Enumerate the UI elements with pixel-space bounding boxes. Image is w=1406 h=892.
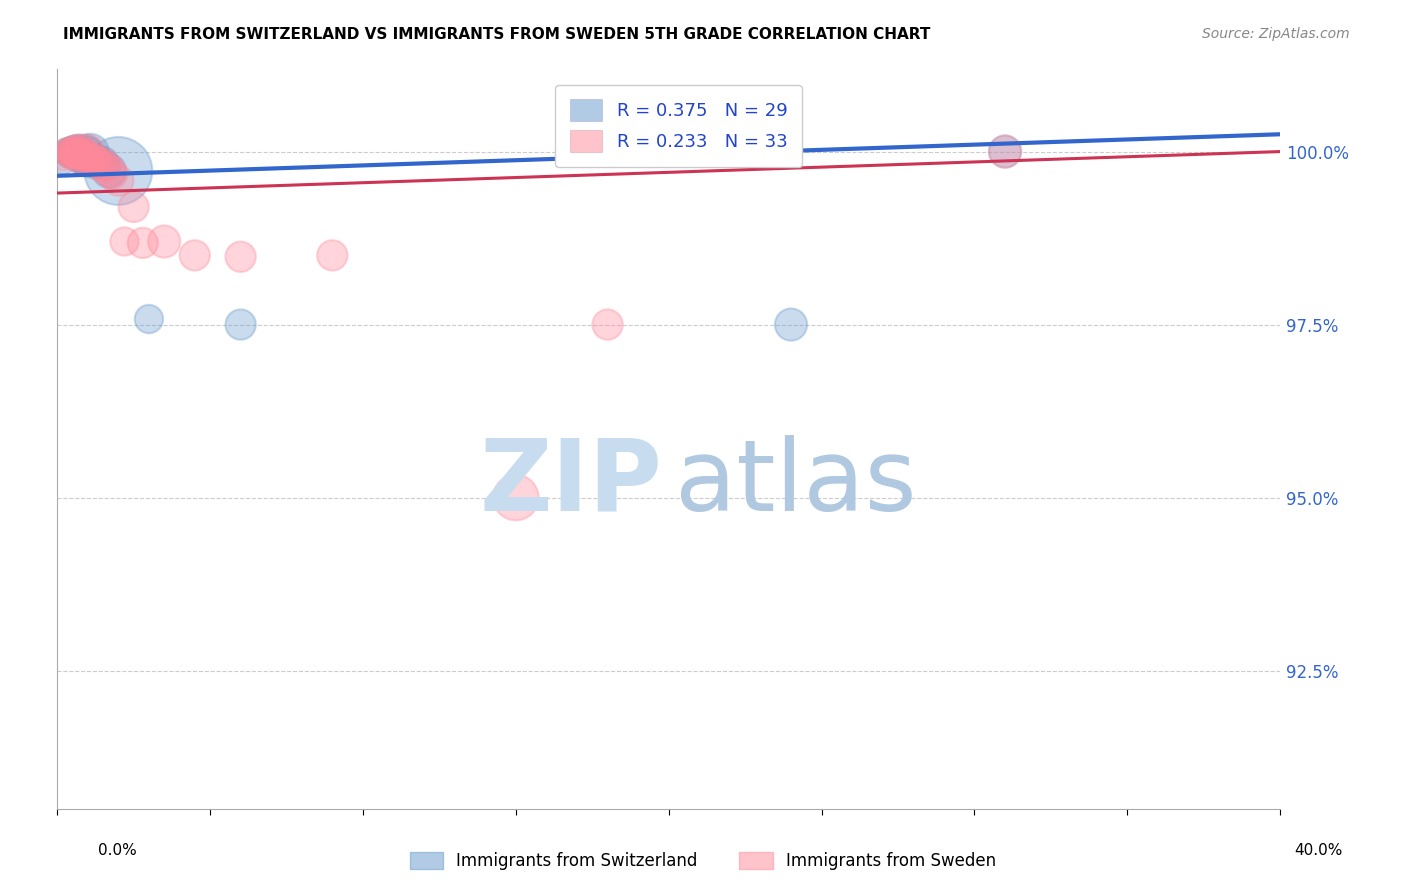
Point	[107, 174, 129, 188]
Point	[70, 145, 93, 160]
Point	[76, 145, 98, 160]
Point	[132, 235, 155, 250]
Point	[73, 148, 96, 162]
Point	[65, 145, 87, 159]
Point	[122, 200, 145, 214]
Point	[229, 318, 252, 332]
Point	[65, 145, 87, 159]
Point	[62, 145, 84, 159]
Point	[80, 153, 103, 167]
Text: IMMIGRANTS FROM SWITZERLAND VS IMMIGRANTS FROM SWEDEN 5TH GRADE CORRELATION CHAR: IMMIGRANTS FROM SWITZERLAND VS IMMIGRANT…	[63, 27, 931, 42]
Point	[67, 145, 90, 159]
Point	[76, 155, 98, 169]
Point	[58, 145, 80, 159]
Legend: R = 0.375   N = 29, R = 0.233   N = 33: R = 0.375 N = 29, R = 0.233 N = 33	[555, 85, 801, 167]
Point	[86, 155, 108, 169]
Point	[73, 155, 96, 169]
Point	[114, 235, 136, 249]
Legend: Immigrants from Switzerland, Immigrants from Sweden: Immigrants from Switzerland, Immigrants …	[404, 845, 1002, 877]
Point	[780, 318, 803, 332]
Point	[70, 145, 93, 160]
Point	[98, 164, 121, 178]
Point	[184, 248, 207, 262]
Point	[67, 150, 90, 164]
Point	[52, 152, 75, 166]
Point	[153, 235, 176, 249]
Point	[65, 148, 87, 162]
Point	[80, 152, 103, 166]
Point	[91, 155, 114, 169]
Point	[70, 153, 93, 167]
Point	[67, 145, 90, 159]
Point	[229, 250, 252, 264]
Point	[83, 153, 105, 167]
Point	[101, 167, 124, 181]
Point	[70, 152, 93, 166]
Point	[65, 145, 87, 160]
Point	[80, 145, 103, 159]
Point	[62, 145, 84, 159]
Point	[62, 148, 84, 162]
Point	[83, 152, 105, 166]
Point	[321, 248, 343, 262]
Point	[94, 158, 117, 172]
Point	[55, 145, 77, 159]
Text: 40.0%: 40.0%	[1295, 843, 1343, 858]
Text: atlas: atlas	[675, 434, 917, 532]
Point	[65, 145, 87, 160]
Text: Source: ZipAtlas.com: Source: ZipAtlas.com	[1202, 27, 1350, 41]
Point	[994, 145, 1017, 159]
Point	[58, 145, 80, 160]
Point	[107, 164, 129, 178]
Point	[138, 312, 160, 326]
Text: ZIP: ZIP	[479, 434, 662, 532]
Point	[94, 160, 117, 174]
Point	[76, 153, 98, 167]
Point	[596, 318, 619, 332]
Point	[55, 145, 77, 159]
Point	[91, 155, 114, 169]
Point	[62, 145, 84, 160]
Point	[89, 158, 111, 172]
Point	[86, 155, 108, 169]
Point	[76, 145, 98, 159]
Point	[98, 164, 121, 178]
Point	[505, 491, 527, 505]
Point	[67, 148, 90, 162]
Point	[58, 148, 80, 162]
Point	[52, 155, 75, 169]
Point	[73, 145, 96, 159]
Text: 0.0%: 0.0%	[98, 843, 138, 858]
Point	[994, 145, 1017, 159]
